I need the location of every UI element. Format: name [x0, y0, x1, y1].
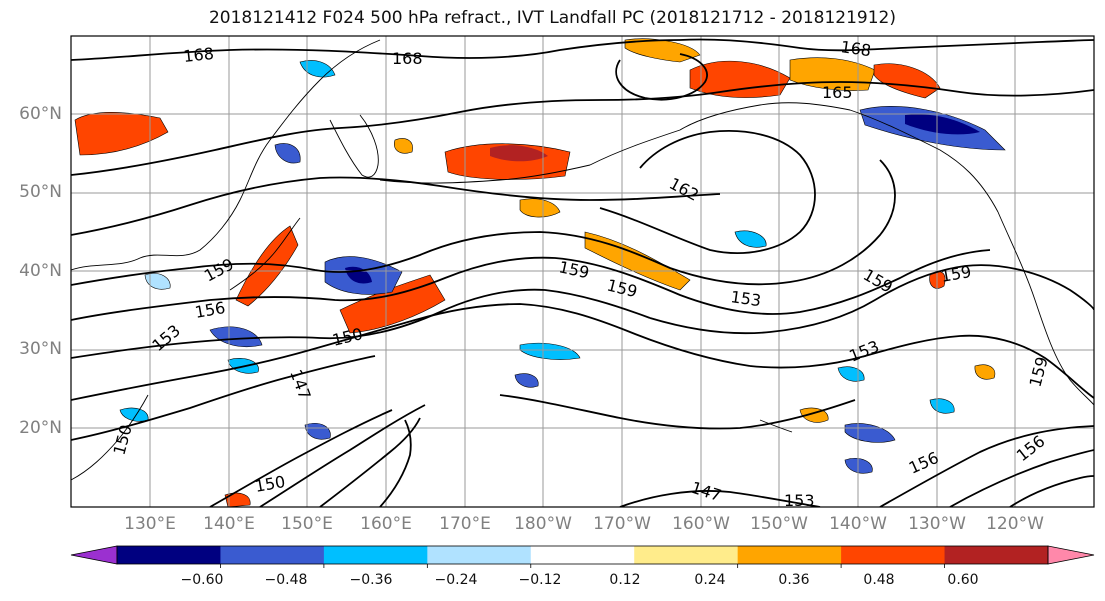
anomaly-patch: [734, 230, 767, 248]
anomaly-patch: [584, 231, 691, 291]
map-frame: [70, 35, 1095, 508]
anomaly-patch: [873, 63, 941, 99]
contour-label: 165: [822, 83, 853, 102]
lon-label-170e: 170°E: [439, 514, 491, 534]
contour-line: [71, 288, 651, 359]
coastline-north-america: [997, 211, 1094, 406]
contour-line: [319, 417, 421, 507]
contour-line: [71, 249, 991, 321]
contour-line: [619, 490, 821, 507]
lon-label-180w: 180°W: [514, 514, 572, 534]
colorbar-tick-label: 0.48: [863, 572, 895, 588]
lat-label-50n: 50°N: [19, 182, 62, 202]
colorbar-tick-label: 0.60: [947, 572, 979, 588]
anomaly-patch: [304, 423, 331, 440]
contour-line: [259, 404, 426, 507]
coastlines: [71, 39, 1094, 481]
lon-label-140w: 140°W: [829, 514, 887, 534]
lon-label-130w: 130°W: [908, 514, 966, 534]
lat-label-30n: 30°N: [19, 339, 62, 359]
colorbar-tick-label: 0.36: [778, 572, 810, 588]
lon-label-140e: 140°E: [203, 514, 255, 534]
contour-line: [379, 419, 412, 507]
contour-line: [71, 355, 376, 441]
anomaly-patch: [905, 114, 980, 135]
lon-label-150e: 150°E: [281, 514, 333, 534]
negative-anomaly-shading: [119, 60, 1006, 474]
lon-label-120w: 120°W: [986, 514, 1044, 534]
contour-line: [749, 334, 1094, 399]
colorbar-tick-label: −0.48: [264, 572, 308, 588]
coastline-japan: [229, 217, 301, 291]
lon-label-160w: 160°W: [672, 514, 730, 534]
coastline-china: [71, 394, 149, 481]
refractivity-contours: [71, 38, 1094, 507]
contour-line: [879, 425, 1094, 507]
contour-line: [649, 264, 1094, 335]
anomaly-patch: [514, 373, 539, 388]
colorbar-tick-label: 0.24: [694, 572, 726, 588]
colorbar-tick-label: −0.60: [180, 572, 224, 588]
contour-label: 153: [784, 491, 815, 510]
map-content: [71, 36, 1094, 507]
positive-anomaly-shading: [74, 38, 996, 507]
colorbar-tick-label: −0.24: [434, 572, 478, 588]
anomaly-patch: [144, 273, 171, 290]
anomaly-patch: [974, 364, 996, 380]
contour-line: [949, 449, 1094, 507]
contour-label: 168: [392, 49, 423, 68]
anomaly-patch: [235, 225, 299, 307]
figure-title: 2018121412 F024 500 hPa refract., IVT La…: [208, 8, 896, 28]
contour-line: [71, 176, 721, 236]
anomaly-patch: [624, 38, 701, 63]
lat-label-20n: 20°N: [19, 418, 62, 438]
lat-label-40n: 40°N: [19, 261, 62, 281]
contour-line: [71, 303, 751, 401]
colorbar-tick-label: 0.12: [609, 572, 641, 588]
contour-label: 153: [729, 287, 762, 310]
contour-line: [71, 159, 896, 286]
lon-label-130e: 130°E: [124, 514, 176, 534]
contour-line: [71, 39, 681, 61]
coastline-hawaii: [759, 419, 793, 433]
anomaly-patch: [224, 492, 251, 507]
contour-line: [615, 53, 708, 101]
anomaly-patch: [394, 138, 413, 154]
lon-label-170w: 170°W: [593, 514, 651, 534]
coastline-kamchatka: [329, 114, 379, 178]
contour-line: [599, 130, 816, 254]
anomaly-patch: [929, 398, 955, 414]
contour-line: [499, 394, 856, 430]
anomaly-patch: [274, 143, 301, 164]
anomaly-patch: [519, 198, 561, 218]
contour-line: [209, 409, 393, 507]
lon-label-160e: 160°E: [360, 514, 412, 534]
coastline-alaska: [589, 102, 999, 213]
anomaly-patch: [339, 274, 446, 334]
colorbar-tick-label: −0.36: [349, 572, 393, 588]
coastline-asia: [71, 39, 381, 271]
contour-label: 168: [839, 37, 872, 60]
anomaly-patch: [74, 111, 169, 156]
lon-label-150w: 150°W: [750, 514, 808, 534]
contour-line: [71, 81, 1094, 176]
contour-line: [679, 38, 1094, 52]
anomaly-patch: [490, 145, 548, 162]
colorbar-tick-label: −0.12: [518, 572, 562, 588]
contour-label: 168: [182, 44, 214, 66]
lat-label-60n: 60°N: [19, 104, 62, 124]
contour-line: [1009, 475, 1094, 507]
